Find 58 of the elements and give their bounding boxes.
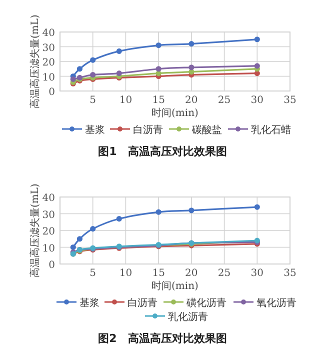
- y-axis-title: 高温高压滤失量(mL): [29, 183, 41, 278]
- legend-label: 基浆: [85, 124, 105, 136]
- legend-label: 磺化沥青: [186, 297, 226, 309]
- legend-label: 乳化石蜡: [251, 124, 291, 136]
- point: [76, 66, 83, 72]
- x-tick-label: 15: [152, 268, 165, 279]
- text: 图2 高温高压对比效果图: [98, 332, 227, 345]
- x-tick-label: 25: [218, 268, 231, 279]
- legend-label: 白沥青: [133, 124, 163, 136]
- x-tick-label: 30: [250, 95, 264, 106]
- y-tick-label: 0: [48, 260, 55, 271]
- point: [188, 64, 194, 70]
- x-tick-label: 10: [119, 268, 132, 279]
- point: [116, 70, 122, 76]
- x-tick-label: 5: [90, 95, 96, 106]
- x-axis-title: 时间(min): [152, 280, 199, 292]
- x-axis-title: 时间(min): [152, 107, 199, 119]
- y-tick-label: 10: [42, 72, 55, 84]
- point: [116, 216, 122, 222]
- x-tick-label: 25: [218, 95, 231, 106]
- legend-label: 氧化沥青: [256, 297, 296, 309]
- y-tick-label: 40: [42, 28, 55, 39]
- point: [70, 76, 76, 82]
- point: [188, 41, 194, 47]
- text: 图1 高温高压对比效果图: [98, 145, 227, 158]
- point: [254, 204, 260, 210]
- point: [156, 42, 162, 48]
- x-tick-label: 15: [152, 95, 165, 106]
- x-tick-label: 20: [185, 95, 198, 106]
- x-tick-label: 35: [284, 268, 296, 279]
- y-axis-title: 高温高压滤失量(mL): [29, 14, 41, 108]
- point: [254, 63, 260, 69]
- point: [254, 36, 260, 42]
- point: [76, 236, 83, 242]
- x-tick-label: 10: [119, 95, 132, 106]
- x-tick-label: 30: [250, 268, 264, 279]
- point: [188, 208, 194, 214]
- y-tick-label: 20: [42, 226, 55, 238]
- legend-label: 白沥青: [128, 297, 158, 309]
- legend-label: 乳化沥青: [168, 311, 208, 323]
- point: [116, 48, 122, 54]
- point: [156, 209, 162, 215]
- x-tick-label: 35: [284, 95, 296, 106]
- point: [90, 57, 96, 63]
- y-tick-label: 30: [42, 210, 55, 221]
- y-tick-label: 30: [42, 42, 55, 54]
- x-tick-label: 5: [90, 268, 96, 279]
- x-tick-label: 20: [185, 268, 198, 279]
- point: [90, 72, 96, 78]
- y-tick-label: 0: [48, 87, 55, 98]
- legend-label: 基浆: [80, 297, 100, 309]
- legend-label: 碳酸盐: [191, 124, 222, 136]
- y-tick-label: 20: [42, 58, 55, 68]
- point: [70, 244, 76, 250]
- point: [156, 66, 162, 72]
- y-tick-label: 40: [42, 193, 55, 204]
- point: [90, 226, 96, 232]
- y-tick-label: 10: [42, 243, 55, 254]
